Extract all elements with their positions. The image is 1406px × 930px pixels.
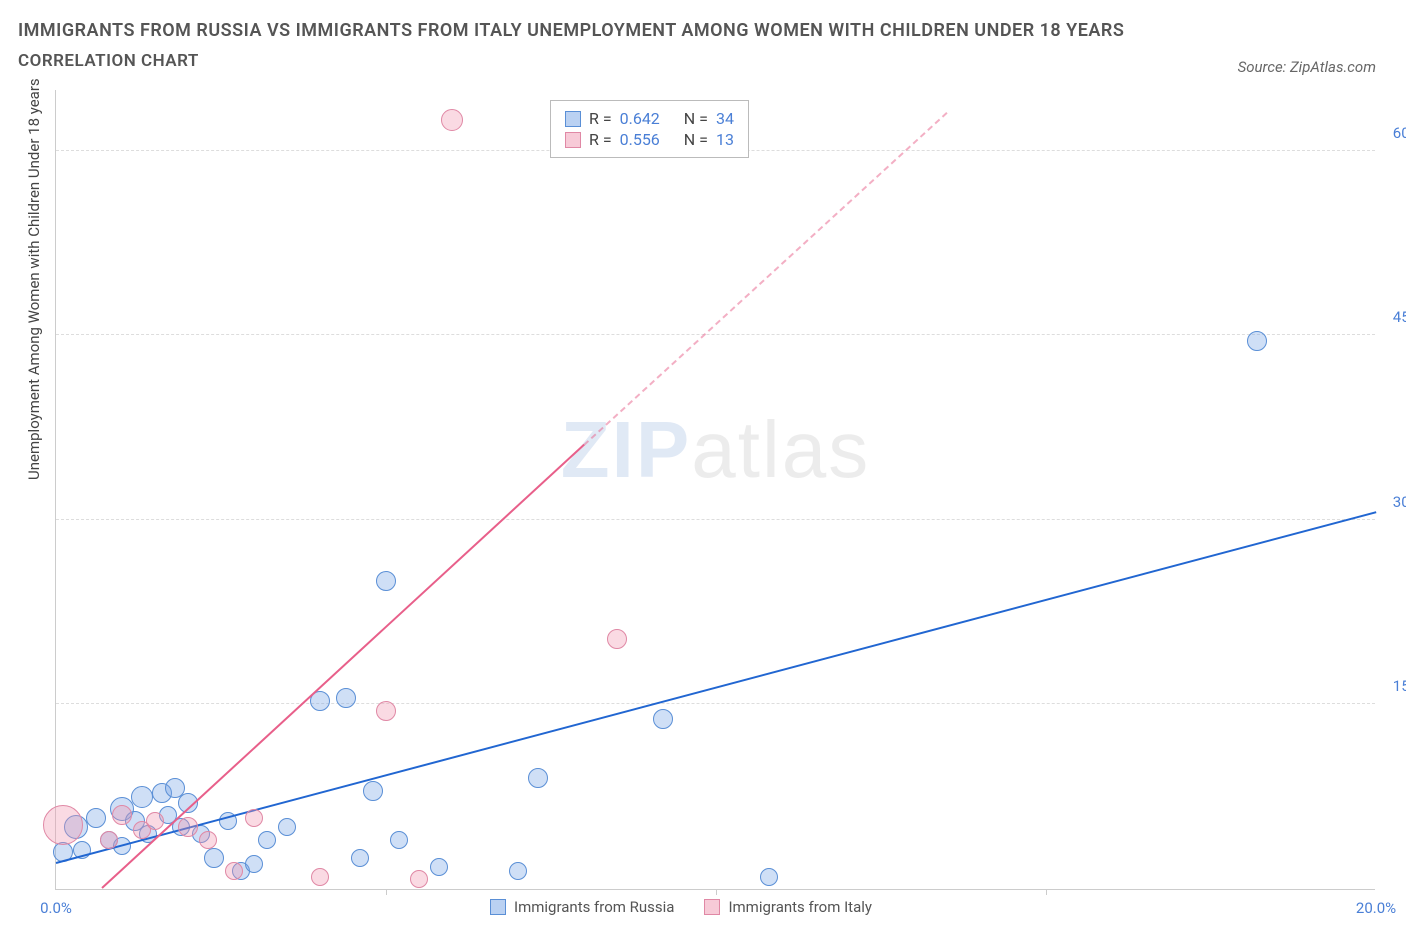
data-point (653, 709, 673, 729)
gridline (56, 334, 1375, 335)
legend-item: Immigrants from Russia (490, 898, 674, 916)
source-attribution: Source: ZipAtlas.com (1238, 58, 1376, 76)
n-label: N = (684, 130, 708, 149)
stats-box: R = 0.642 N = 34 R = 0.556 N = 13 (550, 100, 749, 158)
swatch-blue-icon (565, 111, 581, 127)
data-point (131, 786, 153, 808)
gridline (56, 519, 1375, 520)
chart-title-line2: CORRELATION CHART (18, 51, 1124, 71)
data-point (390, 831, 408, 849)
r-value: 0.556 (620, 130, 660, 149)
watermark-atlas: atlas (691, 405, 870, 494)
gridline (56, 703, 1375, 704)
stats-row: R = 0.642 N = 34 (565, 109, 734, 128)
n-value: 13 (716, 130, 734, 149)
x-tick-label: 0.0% (40, 899, 72, 917)
y-tick-label: 45.0% (1393, 308, 1406, 326)
r-value: 0.642 (620, 109, 660, 128)
n-label: N = (684, 109, 708, 128)
data-point (278, 818, 296, 836)
y-tick-label: 15.0% (1393, 677, 1406, 695)
swatch-pink-icon (565, 132, 581, 148)
data-point (376, 701, 396, 721)
data-point (199, 831, 217, 849)
data-point (363, 781, 383, 801)
legend-label: Immigrants from Italy (728, 898, 872, 916)
y-tick-label: 30.0% (1393, 493, 1406, 511)
data-point (760, 868, 778, 886)
data-point (86, 808, 106, 828)
x-tick-mark (386, 889, 387, 895)
data-point (258, 831, 276, 849)
legend: Immigrants from Russia Immigrants from I… (490, 898, 872, 916)
data-point (245, 809, 263, 827)
r-label: R = (589, 130, 612, 149)
trend-line (102, 444, 585, 889)
chart-title-block: IMMIGRANTS FROM RUSSIA VS IMMIGRANTS FRO… (18, 20, 1124, 71)
trend-line (583, 112, 947, 446)
scatter-chart: ZIPatlas 15.0%30.0%45.0%60.0%0.0%20.0% (55, 90, 1375, 890)
data-point (509, 862, 527, 880)
data-point (43, 805, 83, 845)
data-point (204, 848, 224, 868)
swatch-pink-icon (704, 899, 720, 915)
y-axis-label: Unemployment Among Women with Children U… (25, 78, 43, 480)
data-point (100, 831, 118, 849)
data-point (376, 571, 396, 591)
data-point (351, 849, 369, 867)
data-point (441, 109, 463, 131)
chart-title-line1: IMMIGRANTS FROM RUSSIA VS IMMIGRANTS FRO… (18, 20, 1124, 41)
data-point (336, 688, 356, 708)
legend-label: Immigrants from Russia (514, 898, 674, 916)
swatch-blue-icon (490, 899, 506, 915)
x-tick-label: 20.0% (1356, 899, 1396, 917)
data-point (607, 629, 627, 649)
data-point (225, 862, 243, 880)
stats-row: R = 0.556 N = 13 (565, 130, 734, 149)
r-label: R = (589, 109, 612, 128)
data-point (245, 855, 263, 873)
data-point (178, 817, 198, 837)
data-point (1247, 331, 1267, 351)
data-point (410, 870, 428, 888)
watermark: ZIPatlas (561, 404, 870, 496)
x-tick-mark (1046, 889, 1047, 895)
legend-item: Immigrants from Italy (704, 898, 872, 916)
data-point (146, 812, 164, 830)
data-point (311, 868, 329, 886)
n-value: 34 (716, 109, 734, 128)
data-point (430, 858, 448, 876)
data-point (528, 768, 548, 788)
x-tick-mark (716, 889, 717, 895)
data-point (112, 805, 132, 825)
y-tick-label: 60.0% (1393, 124, 1406, 142)
